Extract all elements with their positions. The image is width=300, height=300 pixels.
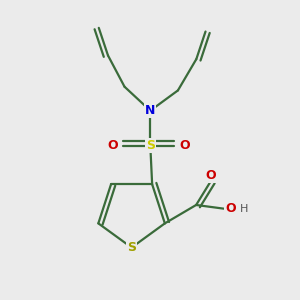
Text: N: N xyxy=(145,104,155,117)
Text: O: O xyxy=(225,202,236,215)
Text: S: S xyxy=(127,241,136,254)
Text: H: H xyxy=(240,204,248,214)
Text: O: O xyxy=(107,139,118,152)
Text: O: O xyxy=(206,169,216,182)
Text: O: O xyxy=(179,139,190,152)
Text: S: S xyxy=(146,139,155,152)
